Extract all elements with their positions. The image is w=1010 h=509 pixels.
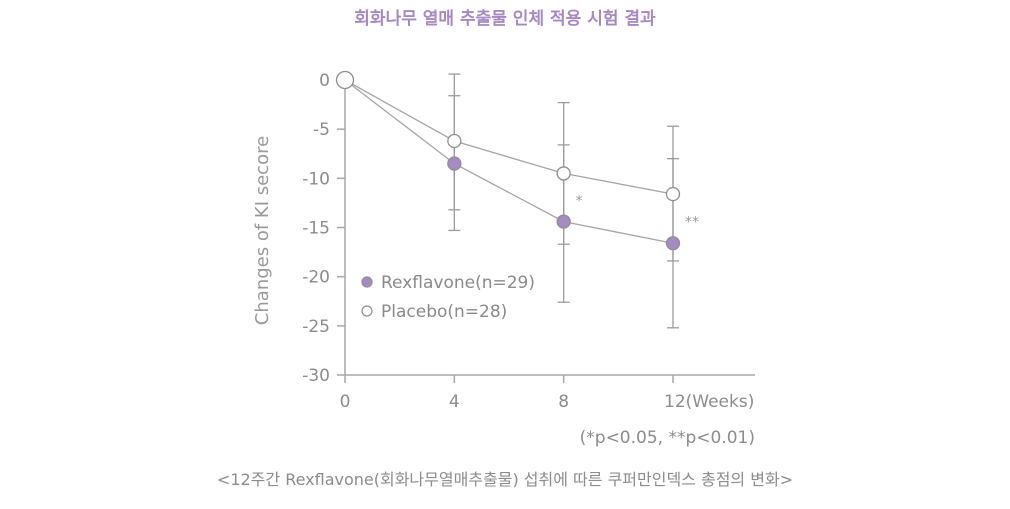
legend-marker (361, 305, 373, 317)
p-value-note: (*p<0.05, **p<0.01) (580, 428, 755, 448)
axes: 0 -5 -10 -15 -20 -25 -30 0 4 8 12(Weeks) (302, 71, 755, 412)
data-point (447, 133, 462, 149)
x-tick-label: 8 (558, 392, 569, 412)
series-lines (344, 79, 674, 244)
data-point (335, 70, 355, 90)
chart-caption: <12주간 Rexflavone(회화나무열매추출물) 섭취에 따른 쿠퍼만인덱… (217, 470, 793, 489)
legend-marker (361, 276, 373, 288)
data-point (556, 166, 571, 181)
chart-title: 회화나무 열매 추출물 인체 적용 시험 결과 (354, 8, 656, 29)
legend-label: Placebo(n=28) (381, 302, 507, 322)
series-line (344, 79, 674, 195)
data-points (335, 70, 681, 251)
y-tick-label: -10 (302, 169, 330, 189)
significance-mark: * (576, 194, 583, 210)
series-line (344, 79, 674, 244)
x-tick-label: 12(Weeks) (664, 392, 754, 412)
y-tick-label: -15 (302, 219, 330, 239)
data-point (447, 156, 462, 171)
x-tick-label: 4 (449, 392, 460, 412)
y-tick-label: -30 (302, 366, 330, 386)
y-tick-label: -20 (302, 268, 330, 288)
significance-marks: *** (576, 194, 699, 231)
y-tick-label: 0 (319, 71, 330, 91)
legend-label: Rexflavone(n=29) (381, 273, 535, 293)
y-tick-label: -25 (302, 317, 330, 337)
data-point (665, 236, 681, 251)
data-point (665, 186, 681, 202)
y-axis-label: Changes of KI secore (252, 136, 273, 325)
x-tick-label: 0 (340, 392, 351, 412)
legend: Rexflavone(n=29) Placebo(n=28) (361, 273, 535, 322)
data-point (556, 214, 571, 229)
y-tick-label: -5 (313, 120, 330, 140)
significance-mark: ** (685, 215, 699, 231)
